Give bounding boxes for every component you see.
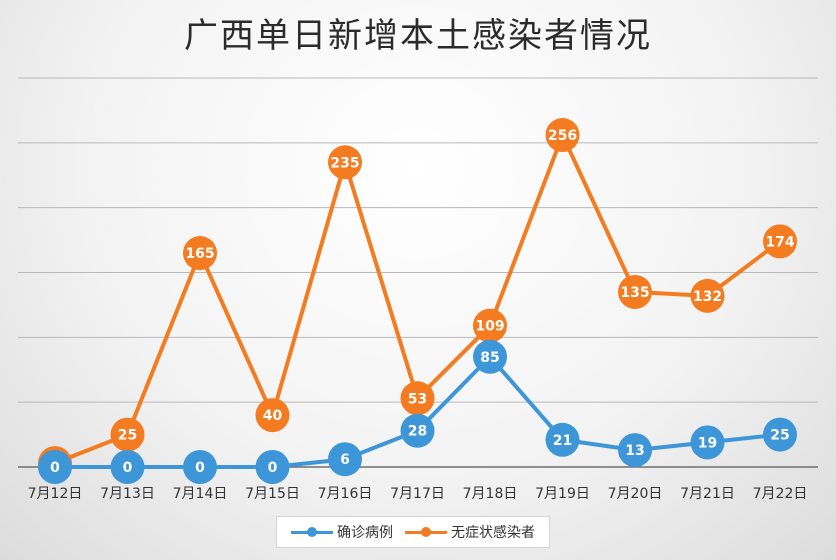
data-point <box>473 308 507 343</box>
data-label: 165 <box>185 246 214 262</box>
data-point <box>690 425 725 460</box>
data-label: 25 <box>118 428 137 444</box>
data-label: 109 <box>475 319 504 335</box>
data-point <box>110 417 145 452</box>
data-point <box>38 450 72 484</box>
data-label: 0 <box>50 460 60 476</box>
data-label: 256 <box>548 128 577 144</box>
data-point <box>110 450 145 484</box>
data-label: 25 <box>770 428 789 444</box>
data-point <box>618 274 652 309</box>
data-label: 28 <box>408 424 427 440</box>
x-tick-label: 7月16日 <box>318 486 373 502</box>
data-label: 53 <box>408 391 427 407</box>
chart-title: 广西单日新增本土感染者情况 <box>184 16 652 56</box>
x-tick-label: 7月17日 <box>390 486 445 502</box>
data-point <box>255 398 290 433</box>
data-label: 0 <box>268 460 278 476</box>
x-tick-label: 7月19日 <box>535 486 590 502</box>
x-tick-label: 7月20日 <box>608 486 663 502</box>
data-label: 6 <box>340 452 350 468</box>
data-point <box>763 224 797 259</box>
legend-label-asymptomatic: 无症状感染者 <box>451 525 535 541</box>
data-label: 0 <box>123 460 133 476</box>
data-label: 85 <box>480 350 499 366</box>
legend-item-asymptomatic: 无症状感染者 <box>405 522 535 542</box>
data-point <box>328 145 362 180</box>
data-point <box>545 422 580 457</box>
x-tick-label: 7月15日 <box>245 486 300 502</box>
data-point <box>473 339 507 374</box>
data-label: 21 <box>553 433 572 449</box>
data-point <box>255 450 290 484</box>
data-point <box>545 118 580 153</box>
data-point <box>183 236 217 271</box>
data-point <box>183 450 217 484</box>
legend-swatch-confirmed <box>291 527 333 537</box>
data-label: 13 <box>625 443 644 459</box>
x-tick-label: 7月18日 <box>463 486 518 502</box>
data-label: 19 <box>698 435 717 451</box>
x-tick-label: 7月22日 <box>753 486 808 502</box>
data-point <box>328 442 362 477</box>
x-tick-label: 7月14日 <box>173 486 228 502</box>
data-point <box>690 278 725 313</box>
legend-swatch-asymptomatic <box>405 527 447 537</box>
data-point <box>400 381 435 416</box>
legend-item-confirmed: 确诊病例 <box>291 522 393 542</box>
x-tick-label: 7月21日 <box>680 486 735 502</box>
data-point <box>763 417 797 452</box>
data-label: 235 <box>330 155 359 171</box>
data-label: 135 <box>620 285 649 301</box>
data-point <box>618 433 652 468</box>
data-label: 0 <box>195 460 205 476</box>
x-tick-label: 7月12日 <box>28 486 83 502</box>
data-label: 174 <box>765 234 794 250</box>
data-label: 40 <box>263 408 283 424</box>
data-point <box>400 413 435 448</box>
legend: 确诊病例 无症状感染者 <box>276 516 550 548</box>
x-tick-label: 7月13日 <box>100 486 155 502</box>
legend-label-confirmed: 确诊病例 <box>337 525 393 541</box>
data-label: 132 <box>693 289 722 305</box>
